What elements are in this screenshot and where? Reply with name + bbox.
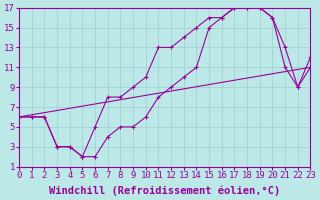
X-axis label: Windchill (Refroidissement éolien,°C): Windchill (Refroidissement éolien,°C)	[49, 185, 280, 196]
